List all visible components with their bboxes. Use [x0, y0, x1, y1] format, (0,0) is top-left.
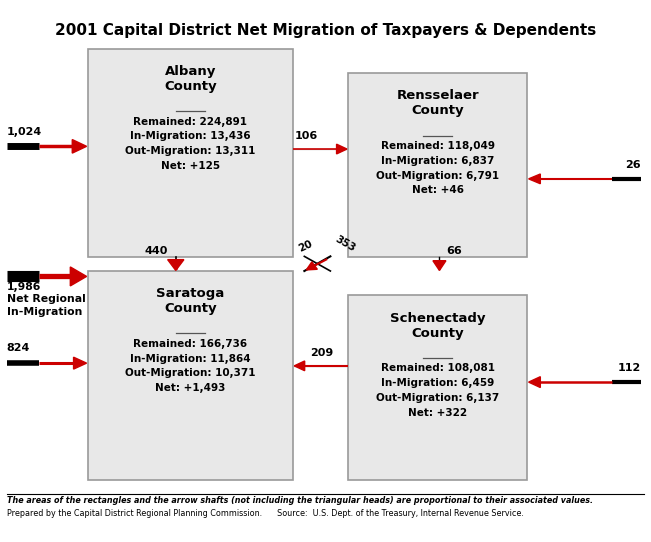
Bar: [348, 295, 527, 480]
Polygon shape: [529, 174, 540, 184]
Polygon shape: [74, 357, 87, 369]
Bar: [348, 73, 527, 257]
Text: Remained: 224,891
In-Migration: 13,436
Out-Migration: 13,311
Net: +125: Remained: 224,891 In-Migration: 13,436 O…: [125, 117, 256, 171]
Text: 353: 353: [333, 234, 357, 254]
Polygon shape: [337, 144, 347, 154]
Text: 106: 106: [294, 132, 318, 141]
Polygon shape: [168, 260, 184, 270]
Polygon shape: [72, 140, 87, 153]
Polygon shape: [294, 361, 305, 371]
Polygon shape: [529, 377, 540, 388]
Text: 20: 20: [297, 238, 314, 254]
Text: Schenectady
County: Schenectady County: [390, 312, 486, 340]
Text: Remained: 118,049
In-Migration: 6,837
Out-Migration: 6,791
Net: +46: Remained: 118,049 In-Migration: 6,837 Ou…: [376, 141, 499, 195]
Text: Albany
County: Albany County: [164, 65, 217, 93]
Text: 1,986
Net Regional
In-Migration: 1,986 Net Regional In-Migration: [7, 282, 85, 317]
Text: 440: 440: [145, 246, 168, 256]
Polygon shape: [433, 261, 446, 270]
Polygon shape: [70, 267, 87, 286]
Text: 824: 824: [7, 344, 30, 353]
Text: 209: 209: [310, 349, 333, 358]
Bar: [88, 49, 293, 257]
Bar: [88, 271, 293, 480]
Text: Remained: 166,736
In-Migration: 11,864
Out-Migration: 10,371
Net: +1,493: Remained: 166,736 In-Migration: 11,864 O…: [125, 339, 256, 393]
Text: Rensselaer
County: Rensselaer County: [396, 89, 479, 118]
Text: Prepared by the Capital District Regional Planning Commission.      Source:  U.S: Prepared by the Capital District Regiona…: [7, 509, 523, 519]
Text: Saratoga
County: Saratoga County: [156, 287, 225, 315]
Text: 1,024: 1,024: [7, 127, 42, 137]
Polygon shape: [307, 262, 317, 270]
Text: 2001 Capital District Net Migration of Taxpayers & Dependents: 2001 Capital District Net Migration of T…: [55, 23, 596, 38]
Text: Remained: 108,081
In-Migration: 6,459
Out-Migration: 6,137
Net: +322: Remained: 108,081 In-Migration: 6,459 Ou…: [376, 363, 499, 417]
Text: 26: 26: [626, 160, 641, 170]
Text: The areas of the rectangles and the arrow shafts (not including the triangular h: The areas of the rectangles and the arro…: [7, 496, 592, 506]
Text: 112: 112: [618, 364, 641, 373]
Text: 66: 66: [446, 246, 462, 256]
